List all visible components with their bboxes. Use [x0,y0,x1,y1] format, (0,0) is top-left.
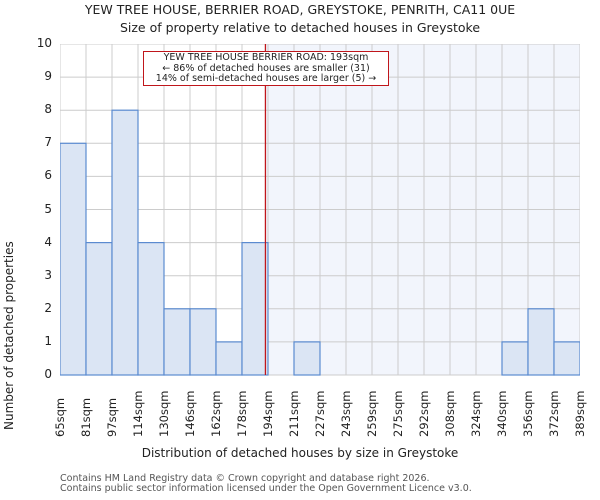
x-tick-label: 340sqm [495,390,509,437]
x-tick-label: 130sqm [157,390,171,437]
x-tick-label: 211sqm [287,390,301,437]
x-tick-label: 146sqm [183,390,197,437]
histogram-bar [111,109,139,376]
histogram-bar [189,308,217,376]
plot-area [60,44,580,376]
annotation-line-2: ← 86% of detached houses are smaller (31… [162,62,370,74]
x-tick-label: 308sqm [443,390,457,437]
x-tick-label: 114sqm [131,390,145,437]
x-tick-label: 324sqm [469,390,483,437]
y-tick-label: 1 [44,333,52,348]
footer-copyright: Contains HM Land Registry data © Crown c… [60,473,430,484]
annotation-line-3: 14% of semi-detached houses are larger (… [155,73,377,84]
x-tick-label: 194sqm [261,390,275,437]
histogram-bar [553,341,580,376]
histogram-bar [501,341,529,376]
y-tick-label: 4 [44,234,52,249]
x-tick-label: 81sqm [79,397,93,437]
x-tick-label: 259sqm [365,390,379,437]
histogram-bar [293,341,321,376]
histogram-bar [60,142,87,376]
x-tick-label: 243sqm [339,390,353,437]
histogram [60,44,580,376]
y-tick-label: 0 [44,367,52,381]
x-tick-label: 162sqm [209,390,223,437]
x-tick-label: 65sqm [53,397,67,437]
x-tick-label: 389sqm [573,390,587,437]
histogram-bar [137,242,165,376]
annotation-line-1: YEW TREE HOUSE BERRIER ROAD: 193sqm [163,52,369,63]
footer-licence: Contains public sector information licen… [60,483,472,494]
y-tick-label: 5 [44,201,52,216]
y-tick-label: 9 [44,69,52,84]
histogram-bar [163,308,191,376]
histogram-bar [241,242,269,376]
histogram-bar [85,242,113,376]
x-tick-label: 178sqm [235,390,249,437]
x-tick-label: 227sqm [313,390,327,437]
x-tick-label: 275sqm [391,390,405,437]
y-tick-label: 8 [44,102,52,117]
y-axis-label: Number of detached properties [2,241,16,430]
property-annotation: YEW TREE HOUSE BERRIER ROAD: 193sqm ← 86… [143,51,389,86]
y-tick-label: 7 [44,135,52,150]
chart-title: YEW TREE HOUSE, BERRIER ROAD, GREYSTOKE,… [84,2,516,17]
x-tick-label: 292sqm [417,390,431,437]
x-tick-label: 372sqm [547,390,561,437]
chart-subtitle: Size of property relative to detached ho… [119,20,481,35]
x-tick-label: 356sqm [521,390,535,437]
y-tick-label: 6 [44,168,52,183]
x-axis-label: Distribution of detached houses by size … [141,446,459,460]
x-tick-label: 97sqm [105,397,119,437]
histogram-bar [527,308,555,376]
y-tick-label: 3 [44,267,52,282]
y-tick-label: 10 [36,36,52,50]
histogram-bar [215,341,243,376]
y-tick-label: 2 [44,300,52,315]
